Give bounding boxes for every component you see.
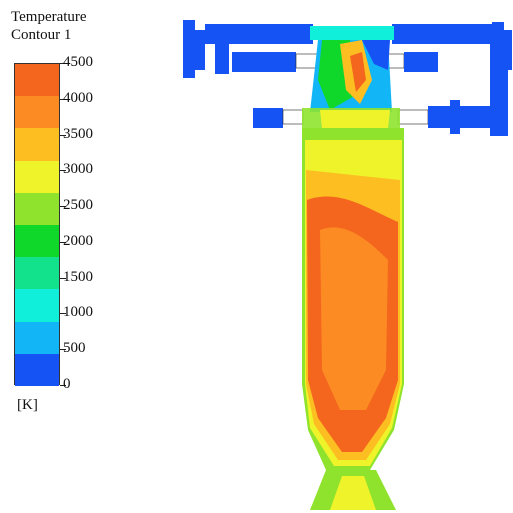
upper-pipe-right	[392, 24, 502, 44]
colorbar-band	[15, 225, 59, 258]
throat-hottest	[350, 52, 366, 92]
colorbar-tick	[60, 134, 66, 136]
colorbar-tick	[60, 98, 66, 100]
colorbar-tick-label: 1500	[63, 268, 93, 285]
upper-pipe-left	[205, 24, 313, 44]
legend-title-line2: Contour 1	[11, 27, 72, 43]
legend-title: Temperature Contour 1	[11, 8, 87, 44]
chamber-zone-hotter	[320, 227, 388, 410]
middle-pipe-right	[404, 52, 438, 72]
legend-title-line1: Temperature	[11, 9, 87, 25]
colorbar-band	[15, 289, 59, 323]
colorbar-tick-label: 2000	[63, 232, 93, 249]
colorbar-band	[15, 128, 59, 162]
colorbar-tick-label: 500	[63, 340, 86, 357]
colorbar-tick-label: 2500	[63, 197, 93, 214]
throat-band-hot	[320, 110, 390, 128]
middle-pipe-left	[232, 52, 296, 72]
legend-unit: [K]	[17, 397, 38, 413]
colorbar-tick	[60, 170, 66, 172]
left-flange-inner	[195, 30, 205, 70]
colorbar-tick-label: 4000	[63, 89, 93, 106]
colorbar-tick	[60, 63, 66, 64]
colorbar-band	[15, 192, 59, 226]
nozzle-core	[330, 476, 376, 510]
right-vertical-pipe	[490, 44, 508, 136]
throat-top	[310, 26, 394, 40]
colorbar-band	[15, 96, 59, 129]
lower-pipe-right	[428, 106, 494, 128]
colorbar-tick-label: 4500	[63, 54, 93, 70]
colorbar	[14, 63, 60, 387]
colorbar-band	[15, 160, 59, 194]
lower-pipe-left	[253, 108, 283, 128]
left-flange-outer	[183, 20, 195, 78]
colorbar-band	[15, 257, 59, 290]
colorbar-tick	[60, 349, 66, 351]
left-vertical-pipe	[215, 44, 229, 74]
combustion-chamber	[302, 128, 404, 510]
colorbar-tick	[60, 385, 66, 386]
upper-manifold	[183, 20, 512, 136]
colorbar-band	[15, 321, 59, 355]
colorbar-band	[15, 64, 59, 97]
colorbar-tick	[60, 206, 66, 208]
colorbar-tick	[60, 241, 66, 243]
colorbar-tick-label: 3500	[63, 125, 93, 142]
throat-cold-jet	[362, 40, 390, 70]
colorbar-band	[15, 353, 59, 387]
colorbar-tick-label: 0	[63, 376, 71, 392]
colorbar-tick-label: 1000	[63, 304, 93, 321]
lower-connector-left	[282, 109, 304, 125]
lower-flange-right	[450, 100, 460, 134]
colorbar-tick	[60, 277, 66, 279]
colorbar-tick-label: 3000	[63, 161, 93, 178]
colorbar-tick	[60, 313, 66, 315]
lower-connector-right	[397, 109, 429, 125]
